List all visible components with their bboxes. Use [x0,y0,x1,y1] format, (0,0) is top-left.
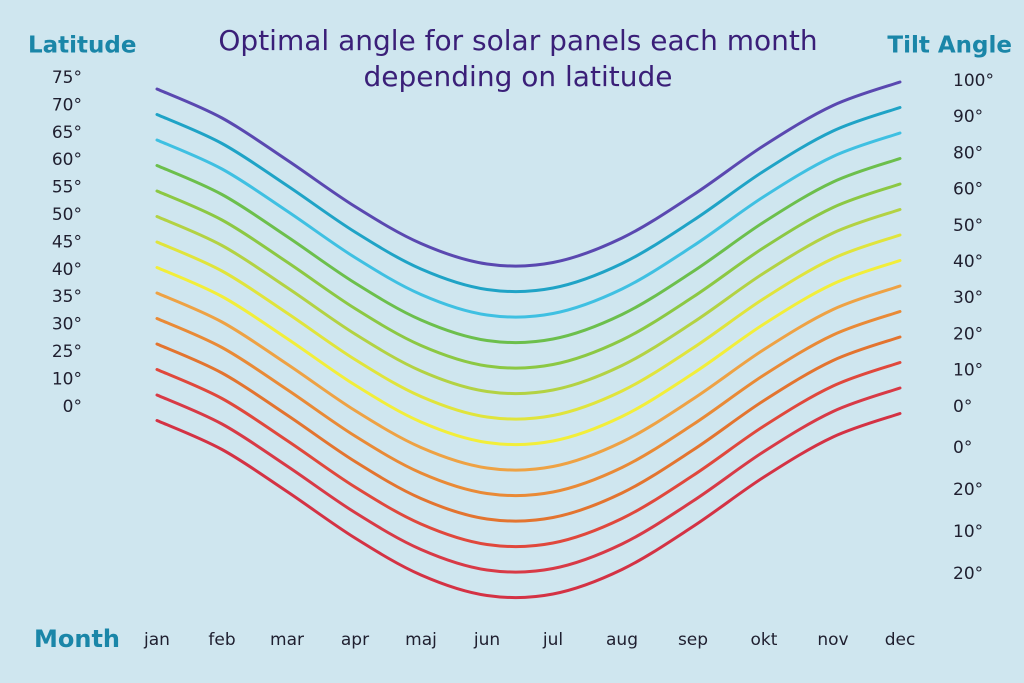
left-label: 55° [52,178,82,198]
x-tick-label: maj [405,630,437,650]
right-label: 0° [953,438,972,458]
x-tick-label: apr [341,630,369,650]
x-tick-label: mar [270,630,304,650]
left-label: 75° [52,68,82,88]
left-axis-title: Latitude [28,33,137,59]
x-tick-label: jul [542,630,563,650]
left-label: 60° [52,150,82,170]
right-label: 10° [953,361,983,381]
right-label: 20° [953,480,983,500]
line [155,412,902,600]
right-label: 50° [953,216,983,236]
right-label: 20° [953,324,983,344]
x-tick-label: feb [208,630,235,650]
x-axis-title: Month [34,625,120,653]
line [155,386,902,574]
x-tick-label: aug [606,630,638,650]
left-label: 50° [52,205,82,225]
line [155,182,902,370]
right-label: 10° [953,522,983,542]
line [155,335,902,523]
x-tick-label: jun [473,630,500,650]
x-tick-label: dec [885,630,916,650]
left-label: 40° [52,260,82,280]
left-label: 45° [52,232,82,252]
left-label: 65° [52,123,82,143]
right-label: 100° [953,71,994,91]
line [155,106,902,294]
x-tick-label: sep [678,630,708,650]
chart-title: Optimal angle for solar panels each mont… [218,24,817,57]
right-label: 40° [953,252,983,272]
chart-title: depending on latitude [364,60,673,93]
right-label: 0° [953,397,972,417]
line [155,361,902,549]
x-tick-label: jan [143,630,170,650]
right-label: 30° [953,288,983,308]
line [155,284,902,472]
right-label: 20° [953,564,983,584]
right-label: 80° [953,143,983,163]
line [155,233,902,421]
left-label: 35° [52,287,82,307]
line [155,310,902,498]
line [155,131,902,319]
x-tick-label: okt [751,630,778,650]
left-label: 70° [52,95,82,115]
line [155,208,902,396]
left-label: 30° [52,315,82,335]
right-axis-title: Tilt Angle [887,33,1012,59]
x-tick-label: nov [817,630,848,650]
right-label: 90° [953,107,983,127]
left-label: 25° [52,342,82,362]
right-label: 60° [953,180,983,200]
left-label: 10° [52,369,82,389]
left-label: 0° [63,397,82,417]
line [155,80,902,268]
line [155,157,902,345]
line [155,259,902,447]
